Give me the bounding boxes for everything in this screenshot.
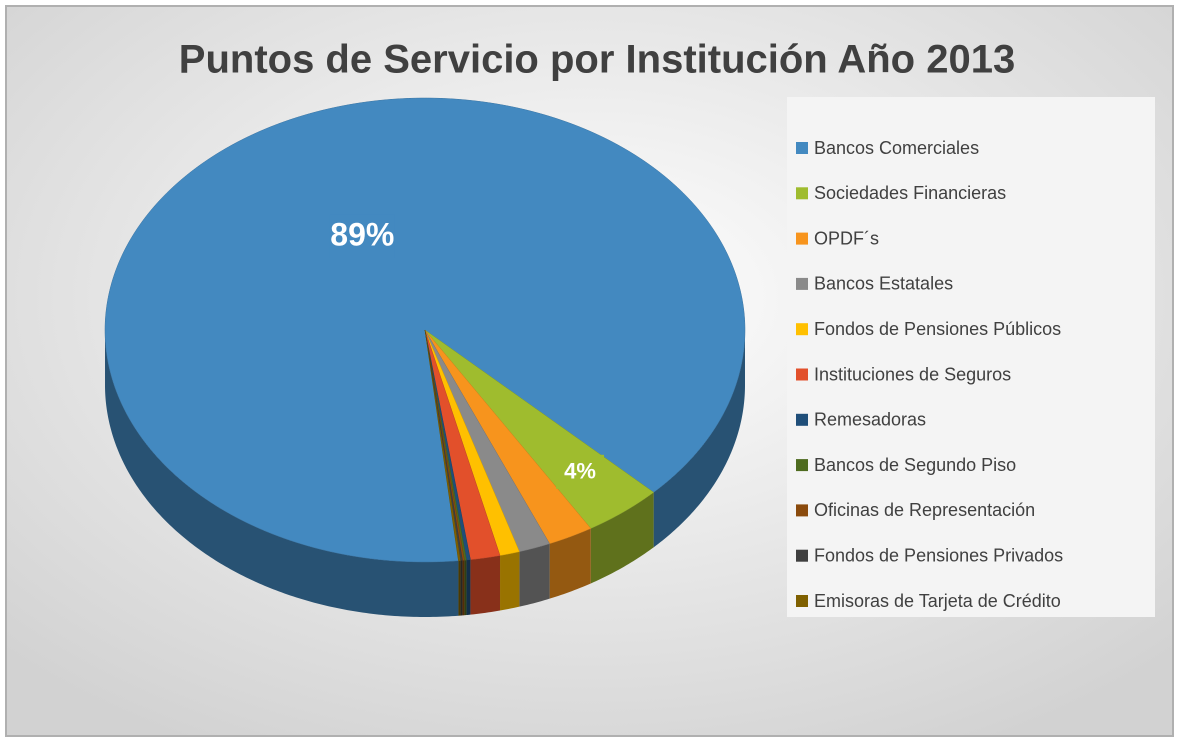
slice bbox=[424, 329, 461, 561]
slice-side bbox=[464, 560, 467, 616]
legend-marker bbox=[796, 232, 808, 245]
legend-label: Instituciones de Seguros bbox=[814, 364, 1011, 384]
legend-label: Remesadoras bbox=[814, 410, 926, 430]
legend-marker bbox=[796, 549, 808, 562]
legend-label: OPDF´s bbox=[814, 228, 879, 248]
slice bbox=[424, 329, 501, 560]
legend-marker bbox=[796, 413, 808, 426]
data-label: 4% bbox=[564, 459, 596, 484]
slice bbox=[424, 329, 550, 552]
legend-label: Bancos de Segundo Piso bbox=[814, 455, 1016, 475]
slice-side bbox=[105, 331, 459, 617]
slice-side bbox=[590, 492, 654, 584]
slice-side bbox=[458, 560, 461, 616]
slice bbox=[424, 329, 520, 556]
data-label-box bbox=[556, 454, 605, 489]
slice-side bbox=[653, 331, 745, 548]
legend-label: Fondos de Pensiones Públicos bbox=[814, 319, 1061, 339]
data-label: 89% bbox=[330, 216, 394, 252]
slice-side bbox=[519, 543, 550, 607]
legend-marker bbox=[796, 504, 808, 517]
legend-label: Bancos Comerciales bbox=[814, 138, 979, 158]
legend-box bbox=[787, 97, 1155, 617]
legend-marker bbox=[796, 323, 808, 336]
slice-side bbox=[460, 560, 463, 616]
chart-title: Puntos de Servicio por Institución Año 2… bbox=[179, 38, 1015, 82]
data-label-box bbox=[329, 214, 395, 259]
legend-marker bbox=[796, 459, 808, 472]
slice-side bbox=[462, 560, 465, 616]
legend-label: Oficinas de Representación bbox=[814, 500, 1035, 520]
legend-marker bbox=[796, 277, 808, 290]
slice-side bbox=[466, 559, 471, 616]
slice-side bbox=[549, 528, 591, 599]
legend-label: Emisoras de Tarjeta de Crédito bbox=[814, 591, 1061, 611]
legend-label: Bancos Estatales bbox=[814, 274, 953, 294]
legend-marker bbox=[796, 142, 808, 154]
slice-side bbox=[470, 555, 501, 615]
legend-marker bbox=[796, 187, 808, 200]
legend-label: Sociedades Financieras bbox=[814, 183, 1006, 203]
legend-marker bbox=[796, 595, 808, 607]
legend-marker bbox=[796, 368, 808, 381]
slice-side bbox=[500, 551, 520, 611]
slice bbox=[424, 329, 592, 544]
legend-label: Fondos de Pensiones Privados bbox=[814, 545, 1063, 565]
